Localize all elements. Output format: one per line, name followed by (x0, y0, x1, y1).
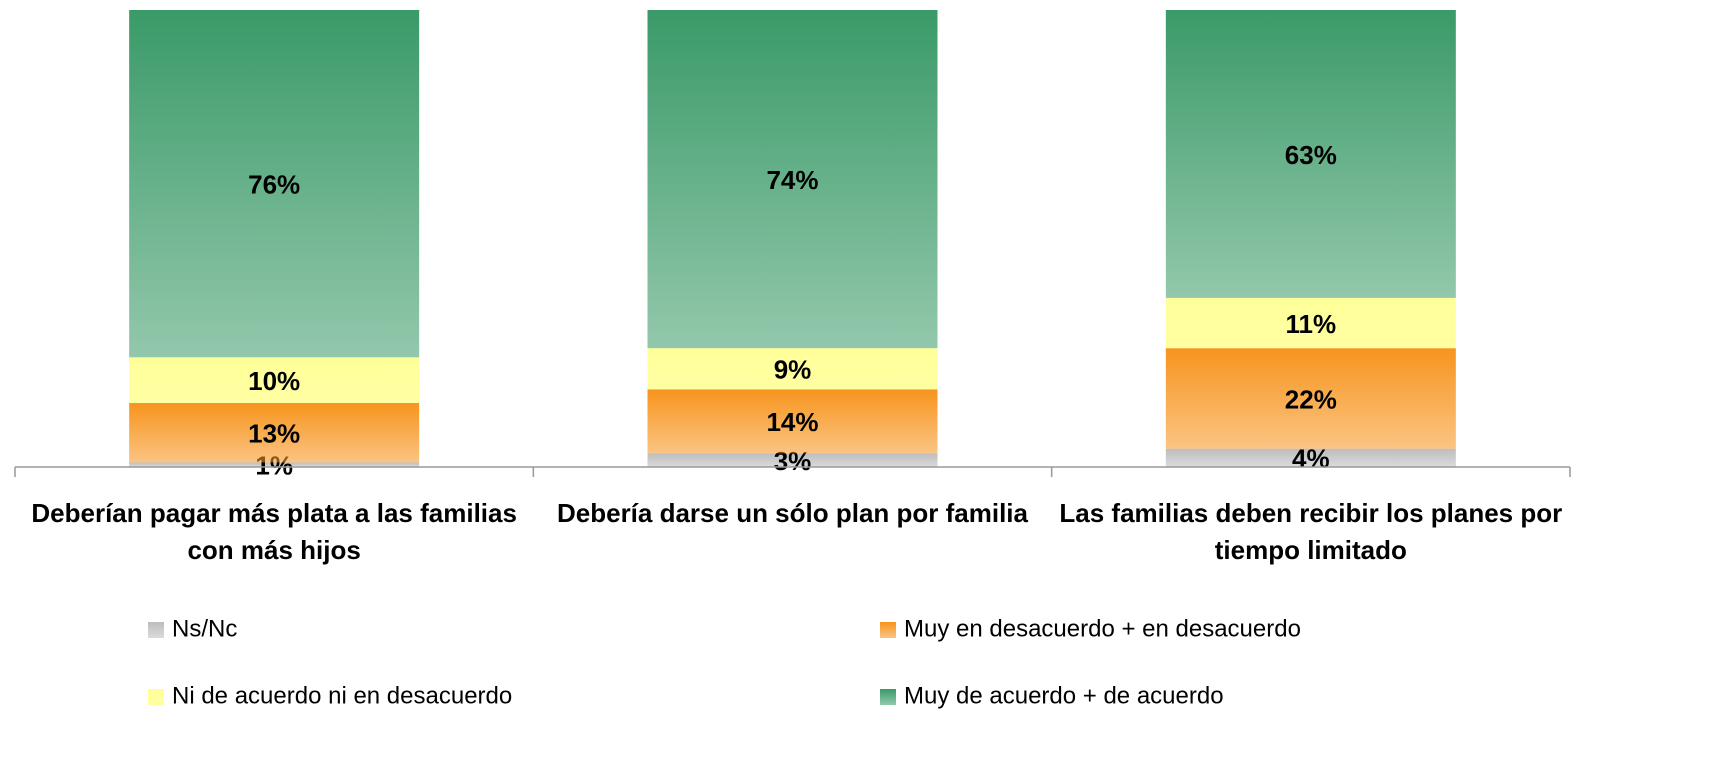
value-label: 63% (1285, 140, 1337, 170)
value-label: 11% (1286, 309, 1337, 339)
value-label: 76% (248, 170, 300, 200)
x-tick-label: Las familias deben recibir los planes po… (1059, 498, 1562, 565)
bar-segment (1165, 348, 1456, 449)
legend-swatch (880, 689, 896, 705)
legend-label: Muy de acuerdo + de acuerdo (904, 682, 1224, 709)
bar-segment (647, 10, 938, 349)
x-tick-label: Debería darse un sólo plan por familia (557, 498, 1029, 528)
value-label: 10% (248, 366, 300, 396)
bar-segment (647, 389, 938, 454)
value-label: 4% (1292, 444, 1330, 474)
bar-segment (1165, 10, 1456, 298)
x-tick-label: Deberían pagar más plata a las familias c… (31, 498, 517, 565)
value-label: 9% (774, 355, 812, 385)
value-label: 22% (1285, 384, 1337, 414)
bar-segment (1165, 448, 1456, 467)
value-label: 74% (766, 165, 818, 195)
bar-segment (1165, 297, 1456, 349)
bar-segment (647, 453, 938, 467)
bar-segment (129, 357, 420, 404)
legend-swatch (148, 689, 164, 705)
bar-segment (647, 348, 938, 390)
bar-segment (129, 10, 420, 358)
legend-swatch (148, 622, 164, 638)
legend-label: Ns/Nc (172, 615, 237, 642)
bar-segment (129, 462, 420, 467)
legend-label: Muy en desacuerdo + en desacuerdo (904, 615, 1301, 642)
value-label: 14% (766, 407, 818, 437)
legend-label: Ni de acuerdo ni en desacuerdo (172, 682, 512, 709)
bar-segment (129, 403, 420, 463)
value-label: 13% (248, 419, 300, 449)
legend-swatch (880, 622, 896, 638)
